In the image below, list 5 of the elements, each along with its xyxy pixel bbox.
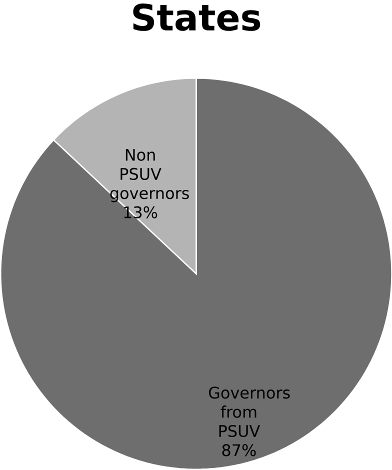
slice-label: Non PSUV governors [110,148,189,202]
chart-title: States [132,4,260,31]
slice-label: Governors from PSUV [208,386,290,438]
data-label: 13% [124,206,157,218]
data-label: 87% [222,444,256,456]
